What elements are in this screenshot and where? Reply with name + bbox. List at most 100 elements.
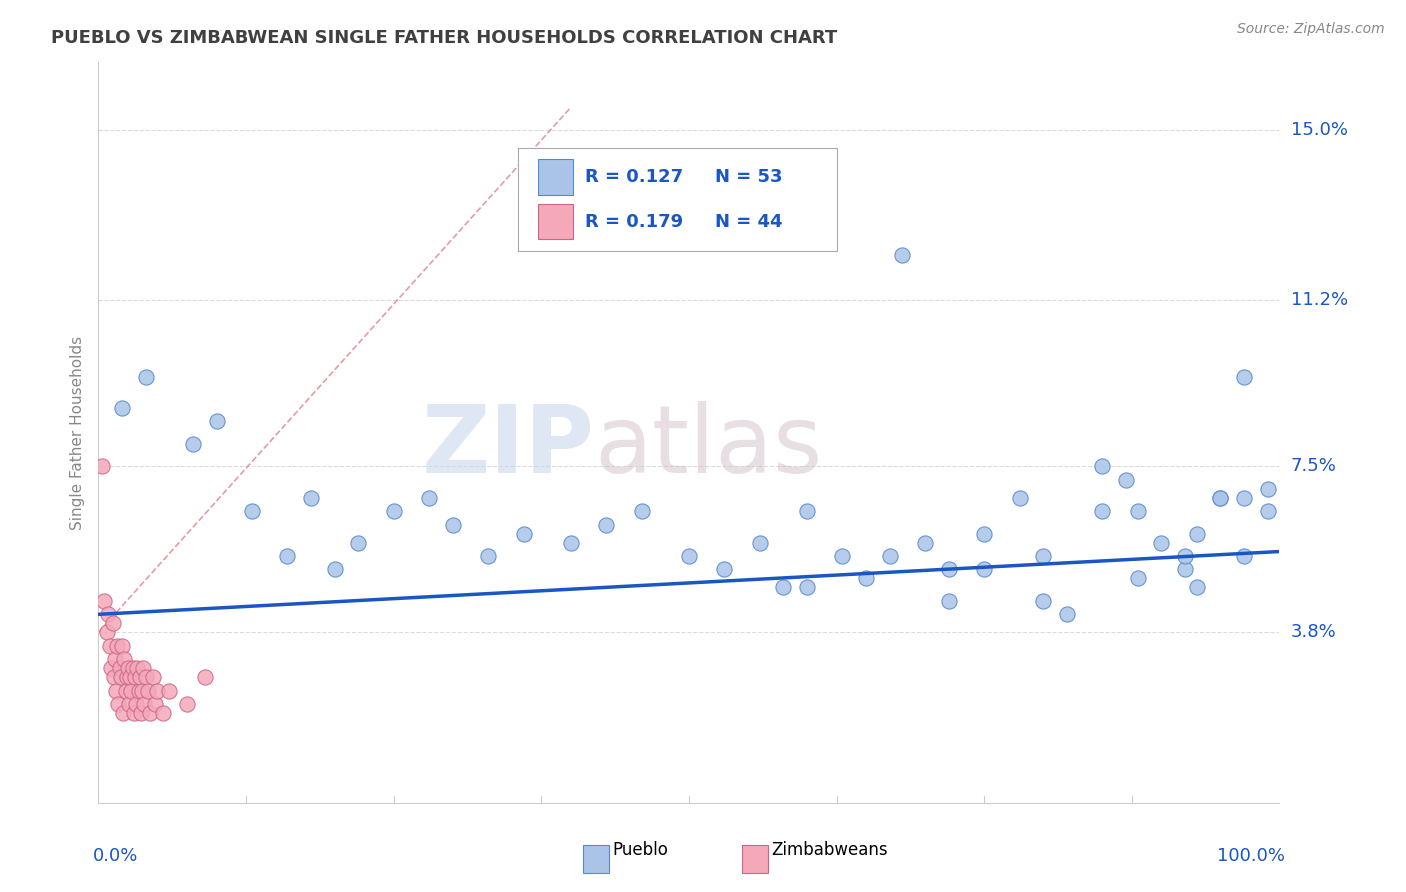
Point — [1174, 562, 1197, 576]
Point — [101, 616, 124, 631]
Point — [146, 683, 169, 698]
Text: 7.5%: 7.5% — [1291, 458, 1337, 475]
Text: Source: ZipAtlas.com: Source: ZipAtlas.com — [1237, 22, 1385, 37]
Point — [1032, 594, 1054, 608]
Text: ZIP: ZIP — [422, 401, 595, 493]
Point — [205, 414, 228, 428]
Point — [1008, 491, 1031, 505]
Point — [914, 535, 936, 549]
Point — [1257, 504, 1279, 518]
Point — [110, 670, 132, 684]
Point — [1233, 369, 1256, 384]
Point — [276, 549, 298, 563]
FancyBboxPatch shape — [742, 845, 768, 873]
Text: N = 44: N = 44 — [714, 212, 782, 231]
Point — [1257, 482, 1279, 496]
Point — [1233, 491, 1256, 505]
Point — [93, 594, 115, 608]
Point — [796, 504, 818, 518]
Point — [181, 437, 204, 451]
Point — [135, 369, 157, 384]
Point — [136, 683, 159, 698]
Point — [128, 683, 150, 698]
Point — [139, 706, 162, 720]
Point — [104, 652, 127, 666]
Point — [143, 697, 166, 711]
Point — [96, 625, 118, 640]
Point — [1150, 535, 1173, 549]
Point — [973, 526, 995, 541]
Y-axis label: Single Father Households: Single Father Households — [69, 335, 84, 530]
Point — [97, 607, 120, 622]
Point — [157, 683, 180, 698]
Point — [560, 535, 582, 549]
Point — [176, 697, 198, 711]
Point — [713, 562, 735, 576]
Point — [1032, 549, 1054, 563]
Point — [1056, 607, 1078, 622]
Point — [418, 491, 440, 505]
Point — [121, 661, 143, 675]
Point — [152, 706, 174, 720]
FancyBboxPatch shape — [537, 160, 574, 195]
Point — [323, 562, 346, 576]
Text: 3.8%: 3.8% — [1291, 624, 1336, 641]
Point — [879, 549, 901, 563]
Point — [796, 581, 818, 595]
Text: 100.0%: 100.0% — [1218, 847, 1285, 865]
Point — [111, 401, 134, 415]
Point — [512, 526, 534, 541]
Point — [135, 670, 157, 684]
Text: 0.0%: 0.0% — [93, 847, 138, 865]
Point — [595, 517, 617, 532]
Point — [124, 670, 146, 684]
Text: R = 0.179: R = 0.179 — [585, 212, 683, 231]
Point — [1185, 581, 1208, 595]
Point — [382, 504, 405, 518]
Point — [1209, 491, 1232, 505]
Point — [1126, 571, 1149, 585]
FancyBboxPatch shape — [537, 204, 574, 239]
Point — [477, 549, 499, 563]
Text: atlas: atlas — [595, 401, 823, 493]
Point — [194, 670, 217, 684]
Point — [127, 661, 149, 675]
Point — [441, 517, 464, 532]
Point — [98, 639, 121, 653]
Point — [748, 535, 770, 549]
Point — [105, 639, 128, 653]
FancyBboxPatch shape — [582, 845, 609, 873]
Point — [890, 248, 912, 262]
Text: PUEBLO VS ZIMBABWEAN SINGLE FATHER HOUSEHOLDS CORRELATION CHART: PUEBLO VS ZIMBABWEAN SINGLE FATHER HOUSE… — [51, 29, 838, 47]
Point — [1174, 549, 1197, 563]
Point — [118, 697, 141, 711]
Point — [117, 661, 139, 675]
Point — [125, 697, 148, 711]
Point — [91, 459, 114, 474]
Text: Zimbabweans: Zimbabweans — [772, 841, 889, 859]
Text: R = 0.127: R = 0.127 — [585, 169, 683, 186]
Point — [107, 697, 129, 711]
Text: 11.2%: 11.2% — [1291, 292, 1348, 310]
Point — [855, 571, 877, 585]
Point — [114, 683, 136, 698]
Point — [630, 504, 652, 518]
Point — [132, 661, 155, 675]
Point — [122, 706, 145, 720]
Point — [678, 549, 700, 563]
Point — [831, 549, 853, 563]
Point — [1115, 473, 1137, 487]
Point — [115, 670, 138, 684]
Point — [112, 652, 135, 666]
Point — [772, 581, 794, 595]
Point — [111, 639, 134, 653]
Text: N = 53: N = 53 — [714, 169, 782, 186]
Point — [105, 683, 128, 698]
Point — [129, 706, 152, 720]
Point — [112, 706, 135, 720]
Point — [121, 683, 143, 698]
Point — [1209, 491, 1232, 505]
Point — [134, 697, 156, 711]
Point — [108, 661, 131, 675]
Point — [103, 670, 125, 684]
